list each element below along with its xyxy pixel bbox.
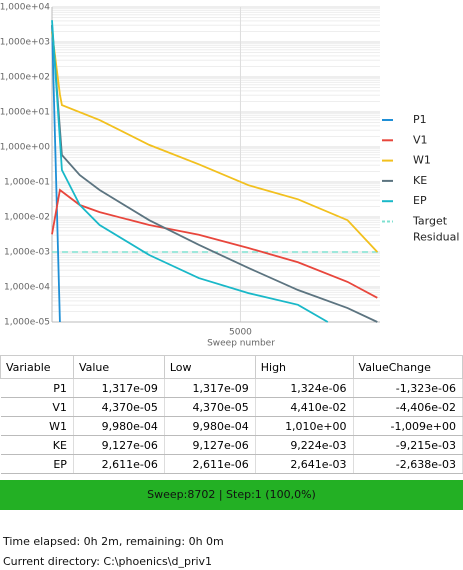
legend-label: Target Residual: [412, 215, 459, 244]
table-cell: 4,410e-02: [255, 397, 354, 417]
column-header: Variable: [0, 355, 74, 379]
legend-label: EP: [413, 194, 427, 207]
table-cell: V1: [0, 397, 74, 417]
table-cell: 4,370e-05: [73, 397, 165, 417]
series-line: [51, 20, 329, 323]
residual-chart: Sweep number 1,000e-05 1,000e-04 1,000e-03…: [0, 3, 459, 349]
table-cell: -9,215e-03: [353, 435, 463, 455]
table-row: P1 1,317e-09 1,317e-09 1,324e-06 -1,323e-06: [0, 378, 463, 398]
table-cell: -2,638e-03: [353, 454, 463, 474]
table-cell: -1,009e+00: [353, 416, 463, 436]
table-cell: 1,317e-09: [73, 378, 165, 398]
y-tick-label: 1,000e-03: [4, 248, 50, 258]
y-tick-label: 1,000e-01: [4, 178, 50, 188]
directory-info: Current directory: C:\phoenics\d_priv1: [3, 555, 213, 568]
series-line: [51, 188, 378, 299]
legend-label: KE: [413, 174, 427, 187]
table-row: W1 9,980e-04 9,980e-04 1,010e+00 -1,009e+00: [0, 416, 463, 436]
series-line: [51, 31, 378, 253]
table-cell: 1,317e-09: [164, 378, 256, 398]
legend-label: V1: [413, 133, 428, 146]
y-tick-label: 1,000e+02: [0, 73, 50, 83]
table-cell: KE: [0, 435, 74, 455]
y-tick-label: 1,000e+04: [0, 3, 50, 13]
x-tick-label: 5000: [229, 328, 252, 338]
table-cell: 9,224e-03: [255, 435, 354, 455]
table-row: V1 4,370e-05 4,370e-05 4,410e-02 -4,406e-02: [0, 397, 463, 417]
table-cell: P1: [0, 378, 74, 398]
column-header: Value: [72, 355, 165, 379]
y-tick-label: 1,000e-04: [4, 283, 50, 293]
table-cell: 2,611e-06: [164, 454, 256, 474]
table-cell: W1: [0, 416, 74, 436]
series-line: [51, 24, 378, 323]
table-cell: 1,010e+00: [255, 416, 354, 436]
table-cell: 1,324e-06: [255, 378, 354, 398]
table-row: EP 2,611e-06 2,611e-06 2,641e-03 -2,638e-03: [0, 454, 463, 474]
legend-label: P1: [413, 113, 427, 126]
x-axis-label: Sweep number: [207, 339, 275, 349]
table-cell: -1,323e-06: [353, 378, 463, 398]
y-tick-label: 1,000e+01: [0, 108, 50, 118]
time-info: Time elapsed: 0h 2m, remaining: 0h 0m: [3, 535, 224, 548]
table-cell: 9,127e-06: [164, 435, 256, 455]
y-tick-label: 1,000e-02: [4, 213, 50, 223]
y-tick-label: 1,000e-05: [4, 318, 50, 328]
variables-table: Variable Value Low High ValueChange P1 1,317e-…: [0, 355, 463, 474]
table-cell: 9,127e-06: [73, 435, 165, 455]
table-cell: 9,980e-04: [164, 416, 256, 436]
table-cell: 4,370e-05: [164, 397, 256, 417]
y-tick-label: 1,000e+00: [0, 143, 50, 153]
status-bar: Sweep:8702 | Step:1 (100,0%): [0, 480, 463, 510]
table-cell: EP: [0, 454, 74, 474]
table-row: KE 9,127e-06 9,127e-06 9,224e-03 -9,215e-03: [0, 435, 463, 455]
table-cell: 2,611e-06: [73, 454, 165, 474]
series-line: [51, 25, 61, 323]
y-tick-label: 1,000e+03: [0, 38, 50, 48]
column-header: Low: [163, 355, 256, 379]
column-header: High: [254, 355, 354, 379]
table-cell: 9,980e-04: [73, 416, 165, 436]
table-cell: 2,641e-03: [255, 454, 354, 474]
table-cell: -4,406e-02: [353, 397, 463, 417]
column-header: ValueChange: [352, 355, 463, 379]
legend-label: W1: [413, 154, 431, 167]
